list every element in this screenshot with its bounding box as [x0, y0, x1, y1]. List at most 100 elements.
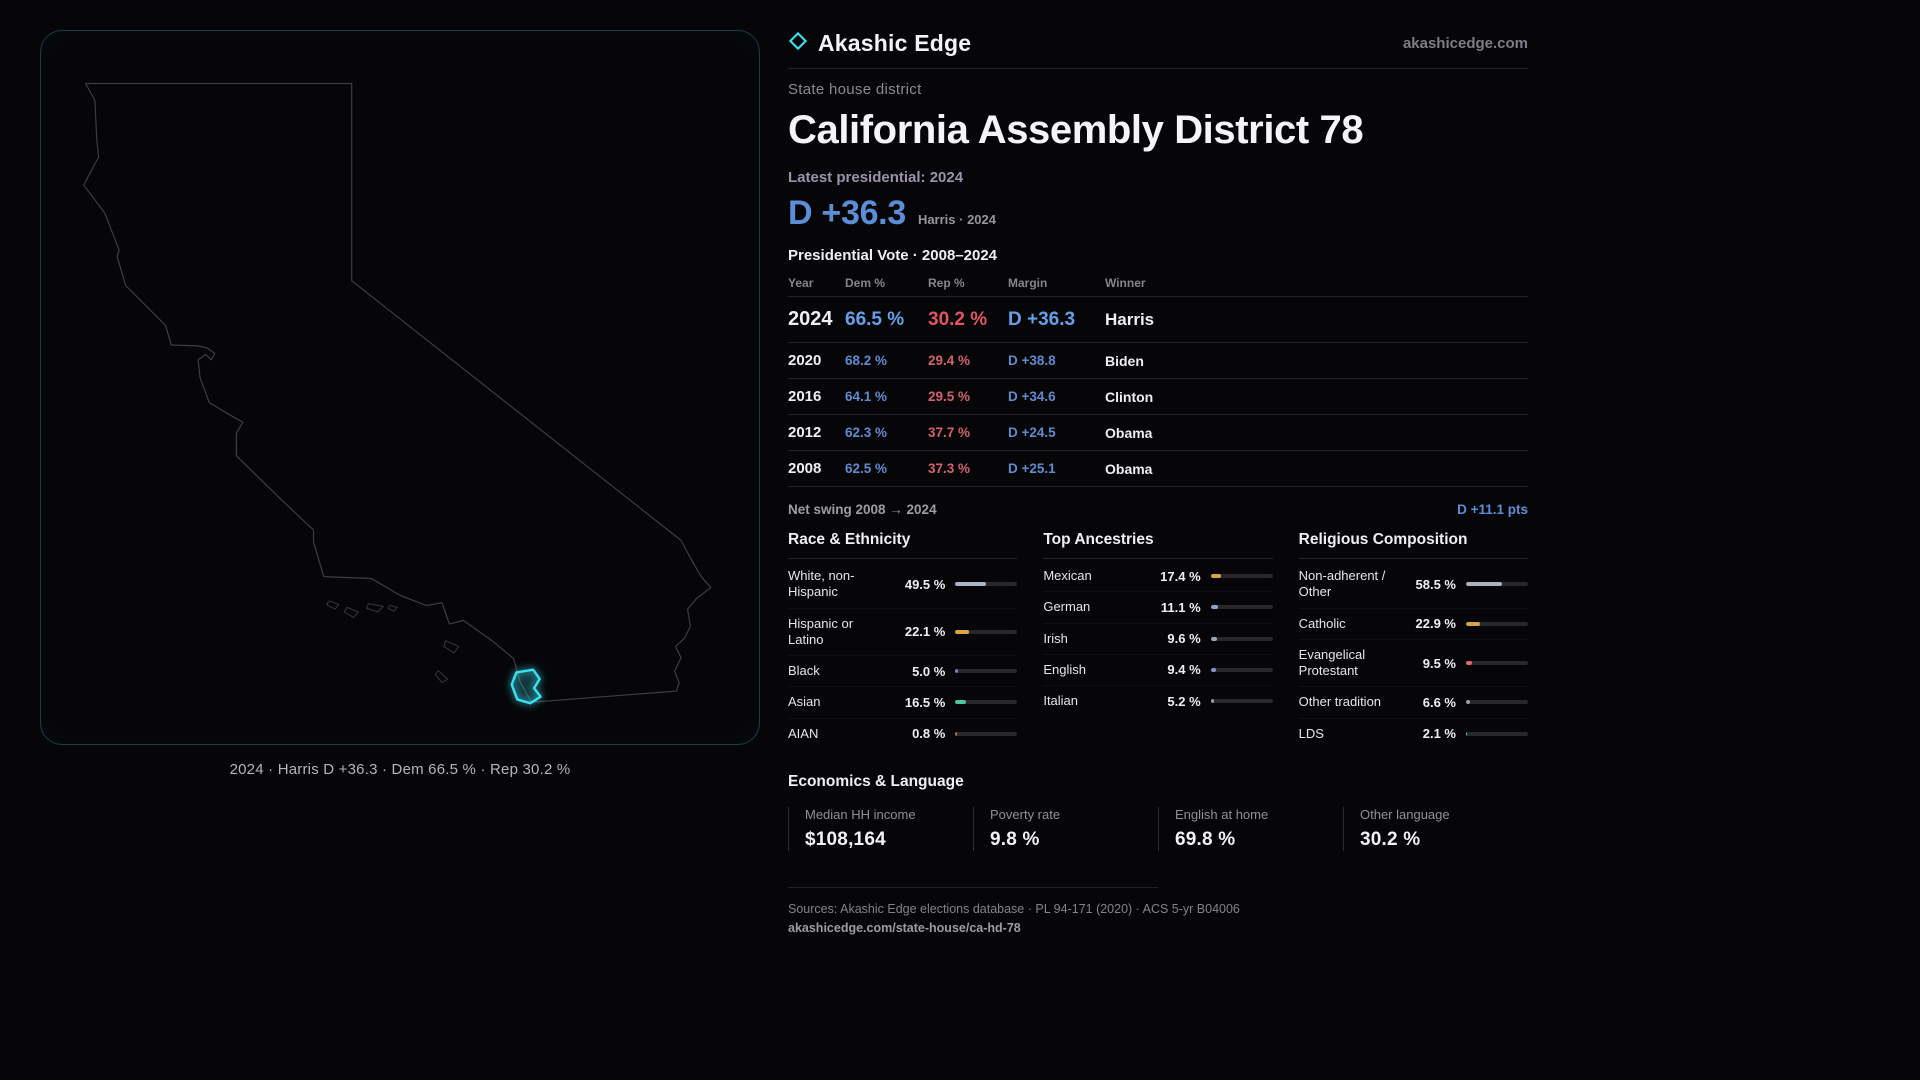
- stat-other-language: Other language 30.2 %: [1343, 806, 1528, 851]
- results-row-2012: 2012 62.3 % 37.7 % D +24.5 Obama: [788, 415, 1528, 451]
- demo-bar-track: [1465, 731, 1528, 736]
- demo-value: 49.5 %: [904, 576, 946, 592]
- demo-label: English: [1043, 661, 1086, 677]
- page-title: California Assembly District 78: [788, 108, 1364, 152]
- cell-rep-pct: 37.7 %: [928, 425, 971, 440]
- stat-poverty-rate: Poverty rate 9.8 %: [973, 806, 1158, 851]
- stat-median-hh-income: Median HH income $108,164: [788, 806, 973, 851]
- demo-value: 22.9 %: [1415, 616, 1456, 632]
- california-map: [83, 82, 712, 705]
- demo-bar-fill: [1210, 574, 1222, 579]
- demo-bar-fill: [955, 669, 959, 674]
- demo-row: Irish 9.6 %: [1043, 624, 1273, 655]
- demo-value: 5.0 %: [912, 663, 946, 679]
- results-col-header: Dem %: [845, 276, 886, 290]
- demo-row: Catholic 22.9 %: [1298, 609, 1528, 640]
- cell-margin: D +25.1: [1008, 461, 1056, 476]
- demo-value: 5.2 %: [1167, 693, 1201, 709]
- demo-bar-fill: [1465, 661, 1472, 665]
- demo-bar-track: [1465, 661, 1528, 665]
- stat-value: $108,164: [805, 828, 886, 850]
- district-kicker: State house district: [788, 81, 922, 98]
- cell-margin: D +24.5: [1008, 425, 1056, 440]
- cell-winner: Harris: [1105, 309, 1155, 329]
- demo-label: Hispanic or Latino: [788, 615, 854, 647]
- demo-row: Asian 16.5 %: [788, 687, 1018, 719]
- demo-label: AIAN: [788, 725, 819, 741]
- demo-bar-fill: [1210, 667, 1217, 672]
- footer-divider: [788, 886, 1158, 888]
- demo-label: Catholic: [1298, 615, 1346, 631]
- cell-year: 2024: [788, 308, 833, 330]
- brand-diamond-icon: [788, 31, 808, 56]
- demo-row: Italian 5.2 %: [1043, 686, 1273, 716]
- demo-value: 16.5 %: [904, 694, 946, 710]
- results-col-header: Year: [788, 276, 814, 290]
- cell-rep-pct: 37.3 %: [928, 461, 971, 476]
- catalina-island-icon: [443, 640, 460, 654]
- demo-bar-track: [1465, 582, 1528, 587]
- channel-island-icon: [325, 600, 340, 610]
- map-section: 2024 · Harris D +36.3 · Dem 66.5 % · Rep…: [40, 30, 760, 778]
- demo-value: 9.4 %: [1167, 662, 1201, 678]
- demo-bar-fill: [1210, 636, 1217, 641]
- map-caption: 2024 · Harris D +36.3 · Dem 66.5 % · Rep…: [229, 761, 571, 778]
- demo-column-title: Race & Ethnicity: [788, 531, 1018, 559]
- cell-margin: D +34.6: [1008, 389, 1056, 404]
- demo-label: Non-adherent / Other: [1298, 568, 1386, 600]
- demo-bar-track: [1210, 636, 1273, 641]
- net-swing-label: Net swing 2008 → 2024: [788, 502, 937, 517]
- demo-bar-fill: [1210, 699, 1214, 704]
- cell-dem-pct: 62.5 %: [845, 461, 888, 476]
- demo-label: Mexican: [1043, 568, 1092, 583]
- headline-margin-detail: Harris · 2024: [917, 212, 996, 227]
- demo-bar-track: [1210, 699, 1273, 704]
- demo-bar-track: [1465, 621, 1528, 626]
- demo-bar-track: [955, 669, 1018, 674]
- demo-row: LDS 2.1 %: [1299, 719, 1528, 749]
- demo-row: Evangelical Protestant 9.5 %: [1298, 640, 1528, 688]
- map-panel: [40, 30, 760, 745]
- cell-dem-pct: 68.2 %: [845, 353, 888, 368]
- header-divider: [788, 68, 1528, 69]
- results-col-header: Winner: [1105, 276, 1146, 290]
- brand-domain-link[interactable]: akashicedge.com: [1402, 34, 1528, 52]
- demo-value: 17.4 %: [1160, 568, 1201, 584]
- demo-value: 6.6 %: [1422, 694, 1456, 710]
- demo-label: Evangelical Protestant: [1298, 646, 1366, 678]
- permalink[interactable]: akashicedge.com/state-house/ca-hd-78: [788, 920, 1021, 935]
- cell-rep-pct: 30.2 %: [928, 308, 988, 330]
- stat-english-at-home: English at home 69.8 %: [1158, 806, 1343, 851]
- demo-value: 2.1 %: [1422, 726, 1456, 742]
- demo-bar-fill: [1465, 700, 1471, 705]
- district-highlight-ca-78[interactable]: [510, 668, 542, 705]
- stat-value: 30.2 %: [1360, 828, 1421, 850]
- demographics-grid: Race & Ethnicity White, non-Hispanic 49.5 …: [788, 531, 1528, 749]
- results-table-title: Presidential Vote · 2008–2024: [788, 247, 998, 264]
- stat-label: Poverty rate: [990, 806, 1061, 822]
- demo-bar-track: [1210, 574, 1273, 579]
- sources-line: Sources: Akashic Edge elections database…: [788, 901, 1240, 916]
- cell-dem-pct: 66.5 %: [845, 308, 905, 330]
- cell-rep-pct: 29.4 %: [928, 353, 971, 368]
- results-row-2020: 2020 68.2 % 29.4 % D +38.8 Biden: [788, 343, 1528, 379]
- stat-label: English at home: [1175, 806, 1269, 822]
- demo-row: Mexican 17.4 %: [1043, 561, 1273, 593]
- brand-left: Akashic Edge: [788, 30, 971, 57]
- results-col-header: Rep %: [928, 276, 965, 290]
- results-col-header: Margin: [1008, 276, 1048, 290]
- demo-bar-fill: [1210, 605, 1218, 610]
- demo-row: Hispanic or Latino 22.1 %: [788, 609, 1018, 656]
- demo-label: Irish: [1043, 630, 1068, 646]
- demo-label: Asian: [788, 694, 821, 710]
- cell-margin: D +36.3: [1008, 308, 1076, 330]
- cell-year: 2020: [788, 352, 822, 369]
- demo-label: LDS: [1298, 725, 1324, 741]
- content-column: Akashic Edge akashicedge.com State house…: [788, 28, 1528, 935]
- san-clemente-island-icon: [434, 669, 449, 684]
- cell-winner: Obama: [1105, 460, 1153, 477]
- stat-label: Other language: [1360, 806, 1450, 822]
- net-swing-row: Net swing 2008 → 2024 D +11.1 pts: [788, 502, 1528, 517]
- demo-row: White, non-Hispanic 49.5 %: [788, 561, 1018, 609]
